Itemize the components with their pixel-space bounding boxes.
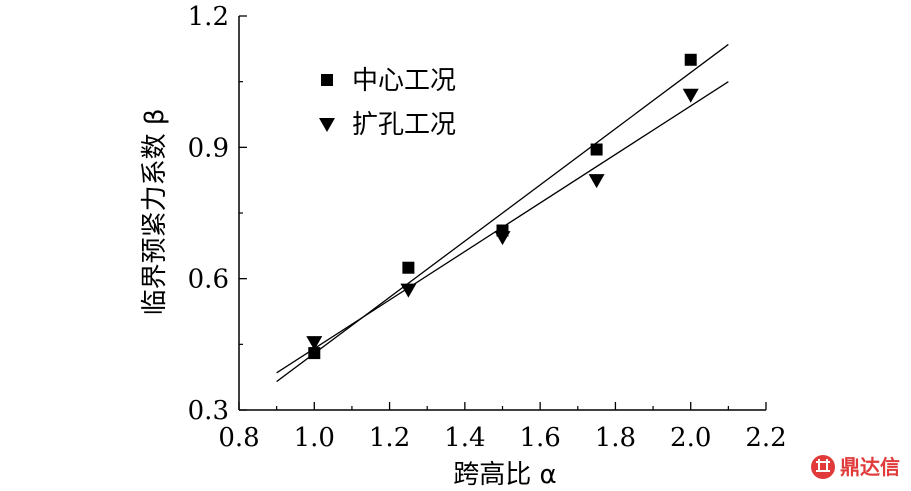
watermark: 鼎达信: [811, 455, 900, 479]
x-tick-label: 1.0: [294, 423, 335, 453]
x-tick-label: 0.8: [218, 423, 259, 453]
data-point-series-2: [588, 174, 605, 189]
data-point-series-2: [400, 283, 417, 298]
legend-label-1: 中心工况: [352, 66, 456, 96]
dingdaxin-logo-icon: [811, 455, 835, 479]
y-tick-label: 0.6: [188, 265, 229, 295]
data-point-series-1: [402, 261, 415, 274]
data-points: [306, 53, 699, 360]
data-point-series-1: [308, 347, 321, 360]
x-tick-label: 1.2: [369, 423, 410, 453]
data-point-series-1: [590, 143, 603, 156]
data-point-series-2: [682, 88, 699, 103]
x-tick-label: 2.0: [670, 423, 711, 453]
x-tick-label: 2.2: [745, 423, 786, 453]
legend-label-2: 扩孔工况: [352, 110, 456, 140]
data-point-series-2: [306, 336, 323, 351]
fit-line-1: [276, 43, 729, 383]
x-tick-label: 1.4: [444, 423, 485, 453]
data-point-series-2: [494, 231, 511, 246]
legend-marker-1: [321, 74, 333, 86]
y-tick-label: 0.9: [188, 133, 229, 163]
x-tick-label: 1.6: [519, 423, 560, 453]
y-tick-label: 1.2: [188, 2, 229, 32]
axes: 0.8 1.0 1.2 1.4 1.6 1.8 2.0 2.2 0.3 0.6 0.9 1.2: [188, 2, 787, 453]
legend-marker-2: [319, 118, 335, 132]
fit-lines: [276, 43, 729, 383]
x-tick-label: 1.8: [595, 423, 636, 453]
y-axis-title: 临界预紧力系数 β: [140, 109, 170, 316]
y-tick-label: 0.3: [188, 396, 229, 426]
data-point-series-1: [684, 53, 697, 66]
x-axis-title: 跨高比 α: [453, 460, 556, 490]
watermark-text: 鼎达信: [840, 455, 900, 479]
